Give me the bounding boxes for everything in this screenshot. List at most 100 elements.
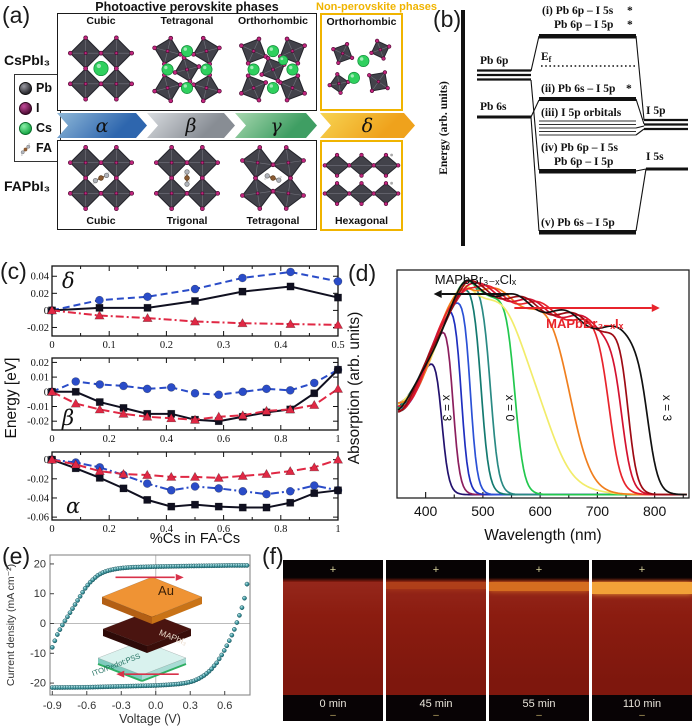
svg-text:-0.06: -0.06 xyxy=(27,513,49,524)
micrograph-frames: +0 min – +45 min – +55 min – +110 min – xyxy=(258,545,692,727)
timestamp: 45 min xyxy=(419,698,453,710)
crystal-structure-fa-cubic xyxy=(58,141,144,215)
fa-phases-box: Cubic Trigonal Tetragonal xyxy=(57,140,317,230)
svg-text:0.6: 0.6 xyxy=(217,524,230,535)
header-photoactive: Photoactive perovskite phases xyxy=(95,0,279,14)
energy-levels-group: Energy (arb. units) Pb 6p Pb 6s I 5p I 5s (i)… xyxy=(438,5,688,246)
spectra-curves xyxy=(397,279,687,496)
absorption-spectra-chart: 400 500 600 700 800 Wavelength (nm) Absorption… xyxy=(346,269,690,544)
phase-title-cs-cubic: Cubic xyxy=(86,15,116,27)
phase-arrow-gamma: γ xyxy=(235,113,317,138)
structure-cell-fa-hexagonal: Hexagonal xyxy=(322,142,401,229)
jv-data-points xyxy=(49,563,250,690)
panel-f: (f) +0 min – +45 min – +55 min – +110 min – xyxy=(258,545,692,727)
crystal-structure-fa-trigonal xyxy=(144,141,230,215)
panel-c-label: (c) xyxy=(0,258,27,284)
svg-text:%Cs in FA-Cs: %Cs in FA-Cs xyxy=(150,531,240,545)
phase-title-cs-delta: Orthorhombic xyxy=(326,16,397,28)
phase-arrow-alpha-label: α xyxy=(95,114,109,137)
svg-text:0.8: 0.8 xyxy=(274,524,287,535)
svg-text:0.4: 0.4 xyxy=(274,340,288,351)
svg-text:Pb 6p – I 5p: Pb 6p – I 5p xyxy=(554,19,613,31)
cs-atom-icon xyxy=(19,121,32,135)
svg-text:-0.02: -0.02 xyxy=(27,474,49,485)
top-electrode-region: + xyxy=(592,560,692,582)
crystal-cross-section xyxy=(489,582,589,695)
phase-title-cs-tetragonal: Tetragonal xyxy=(160,15,214,27)
phase-title-cs-orthorhombic: Orthorhombic xyxy=(238,15,308,27)
plus-electrode-label: + xyxy=(638,564,646,576)
svg-text:10: 10 xyxy=(34,588,46,600)
timestamp: 55 min xyxy=(522,698,556,710)
panel-b-label: (b) xyxy=(433,6,462,32)
crystal-structure-fa-hexagonal xyxy=(322,142,401,215)
svg-text:I 5s: I 5s xyxy=(646,151,664,163)
svg-text:0.02: 0.02 xyxy=(31,358,49,369)
svg-text:x = 3: x = 3 xyxy=(660,395,674,422)
svg-text:(v) Pb 6s – I 5p: (v) Pb 6s – I 5p xyxy=(541,217,615,229)
svg-text:-0.04: -0.04 xyxy=(27,493,50,504)
phase-arrow-row: α β γ δ xyxy=(57,113,417,138)
cs-nonperovskite-box: Orthorhombic xyxy=(320,13,403,111)
panel-e: (e) -0.9 -0.6 -0.3 0.0 0.3 0.6 -20 -10 0 10 20 Volt… xyxy=(0,545,258,727)
svg-text:0.4: 0.4 xyxy=(160,434,174,445)
svg-text:0: 0 xyxy=(44,387,49,398)
legend-item-fa: FA xyxy=(19,138,58,158)
tiltCS-structure-drawing xyxy=(152,35,222,104)
panel-d: (d) 400 500 600 700 800 Wavelength (nm) Absorp… xyxy=(345,258,692,555)
hexFA-structure-drawing xyxy=(322,152,401,207)
svg-text:0: 0 xyxy=(49,524,54,535)
svg-text:-0.02: -0.02 xyxy=(27,323,49,334)
svg-text:0: 0 xyxy=(49,434,54,445)
plus-electrode-label: + xyxy=(535,564,543,576)
svg-text:0.01: 0.01 xyxy=(31,373,49,384)
phase-arrow-gamma-label: γ xyxy=(270,114,282,137)
svg-text:Pb 6p – I 5p: Pb 6p – I 5p xyxy=(554,156,613,168)
svg-text:0.3: 0.3 xyxy=(217,340,230,351)
panel-e-label: (e) xyxy=(2,543,31,569)
cs-phases-box: Cubic Tetragonal Orthorhombic xyxy=(57,13,317,111)
legend-label-i: I xyxy=(36,101,40,115)
minus-electrode-label: – xyxy=(433,710,439,721)
svg-text:0.5: 0.5 xyxy=(331,340,344,351)
panel-c: (c) Energy [eV] 0 0.1 0.2 0.3 0.4 0.5 -0.02 0 0.0… xyxy=(0,258,345,546)
phase-title-fa-hexagonal: Hexagonal xyxy=(334,215,389,227)
crystal-cross-section xyxy=(386,582,486,695)
series-black-squares xyxy=(48,455,342,512)
micrograph-frame-55-min: +55 min – xyxy=(489,560,589,721)
svg-text:0.3: 0.3 xyxy=(183,700,198,712)
series-red-triangles xyxy=(46,305,344,329)
cubicCS-structure-drawing xyxy=(67,35,135,102)
series-blue-circles xyxy=(47,365,343,400)
svg-text:0.04: 0.04 xyxy=(31,272,50,283)
legend-label-fa: FA xyxy=(36,141,52,155)
cubicFA-structure-drawing xyxy=(67,144,135,212)
top-electrode-region: + xyxy=(489,560,589,582)
svg-text:-0.9: -0.9 xyxy=(43,700,62,712)
panel-b: (b) Energy (arb. units) Pb 6p Pb 6s I 5p I 5… xyxy=(430,0,692,258)
svg-text:Energy (arb. units): Energy (arb. units) xyxy=(438,81,450,175)
micrograph-frame-110-min: +110 min – xyxy=(592,560,692,721)
minus-electrode-label: – xyxy=(639,710,645,721)
structure-cell-fa-cubic: Cubic xyxy=(58,141,144,229)
svg-text:0.8: 0.8 xyxy=(274,434,287,445)
svg-text:0: 0 xyxy=(44,455,49,466)
degradation-band xyxy=(386,582,486,589)
trigFA-structure-drawing xyxy=(153,144,221,212)
phase-arrow-alpha: α xyxy=(57,113,147,138)
micrograph-frame-45-min: +45 min – xyxy=(386,560,486,721)
svg-text:Current density (mA cm⁻²): Current density (mA cm⁻²) xyxy=(5,564,17,686)
svg-text:500: 500 xyxy=(471,503,495,519)
svg-text:700: 700 xyxy=(586,503,610,519)
structure-cell-cs-cubic: Cubic xyxy=(58,14,144,110)
scan-direction-arrows xyxy=(115,573,184,678)
crystal-cross-section xyxy=(283,582,383,695)
svg-text:0.2: 0.2 xyxy=(103,524,116,535)
atom-legend: Pb I Cs FA xyxy=(14,74,61,162)
orthoCS-structure-drawing xyxy=(239,36,307,103)
svg-text:Pb 6s: Pb 6s xyxy=(480,101,507,113)
pb-atom-icon xyxy=(19,81,32,95)
svg-text:0.1: 0.1 xyxy=(103,340,116,351)
jv-plot: -0.9 -0.6 -0.3 0.0 0.3 0.6 -20 -10 0 10 20 Voltage … xyxy=(5,554,251,726)
svg-text:I 5p: I 5p xyxy=(646,105,666,117)
